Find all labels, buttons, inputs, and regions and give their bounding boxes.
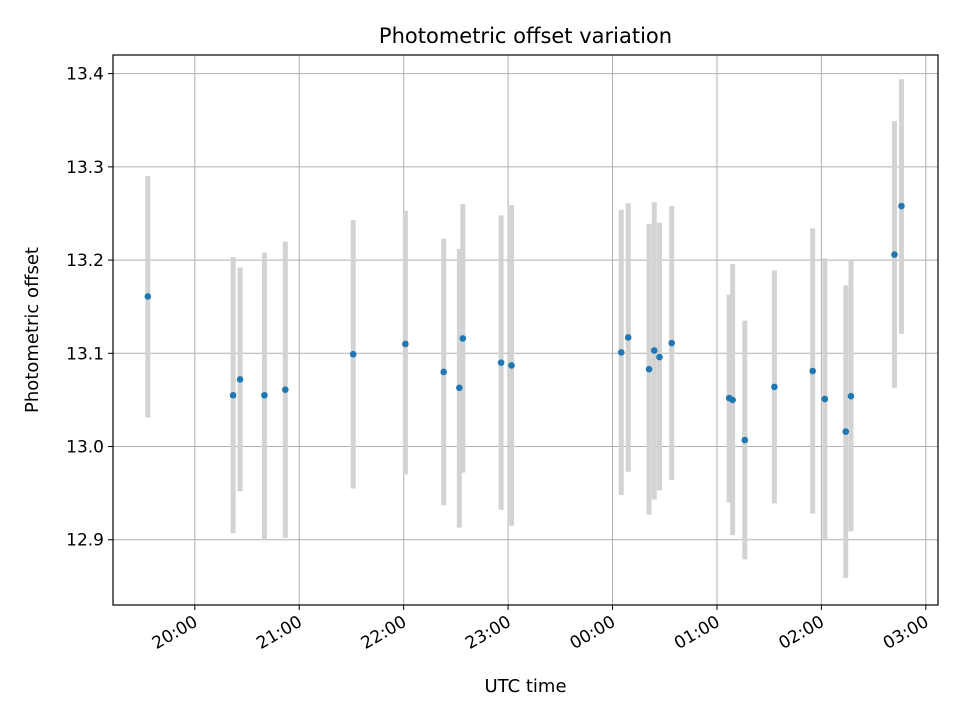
data-point [809, 367, 816, 375]
data-point [497, 359, 505, 366]
data-point [891, 251, 898, 258]
data-points [144, 202, 905, 444]
data-point [440, 368, 447, 376]
data-point [898, 202, 905, 210]
data-point [282, 386, 289, 393]
data-point [821, 395, 829, 403]
data-point [741, 436, 749, 444]
data-point [624, 334, 632, 341]
data-point [459, 335, 467, 342]
y-tick-label: 13.1 [66, 344, 104, 364]
data-point [349, 350, 357, 358]
data-point [729, 396, 736, 404]
y-tick-label: 13.0 [66, 438, 104, 458]
data-point [402, 340, 409, 348]
data-point [771, 383, 778, 391]
data-point [456, 384, 463, 392]
x-axis-label: UTC time [484, 676, 566, 697]
data-point [650, 347, 658, 354]
plot-frame [112, 54, 939, 606]
data-point [842, 428, 850, 435]
data-point [144, 293, 152, 300]
grid [113, 55, 938, 605]
data-point [847, 392, 855, 400]
data-point [656, 353, 663, 361]
y-tick-label: 12.9 [66, 531, 104, 551]
data-point [508, 362, 515, 369]
data-point [229, 391, 237, 399]
y-axis-label: Photometric offset [22, 247, 43, 413]
data-point [668, 339, 676, 347]
y-tick-label: 13.3 [66, 158, 104, 178]
y-tick-label: 13.4 [66, 65, 104, 85]
chart-title: Photometric offset variation [379, 24, 672, 48]
data-point [645, 365, 653, 373]
y-tick-label: 13.2 [66, 251, 104, 271]
data-point [261, 391, 268, 399]
data-point [617, 349, 625, 356]
data-point [236, 376, 244, 383]
